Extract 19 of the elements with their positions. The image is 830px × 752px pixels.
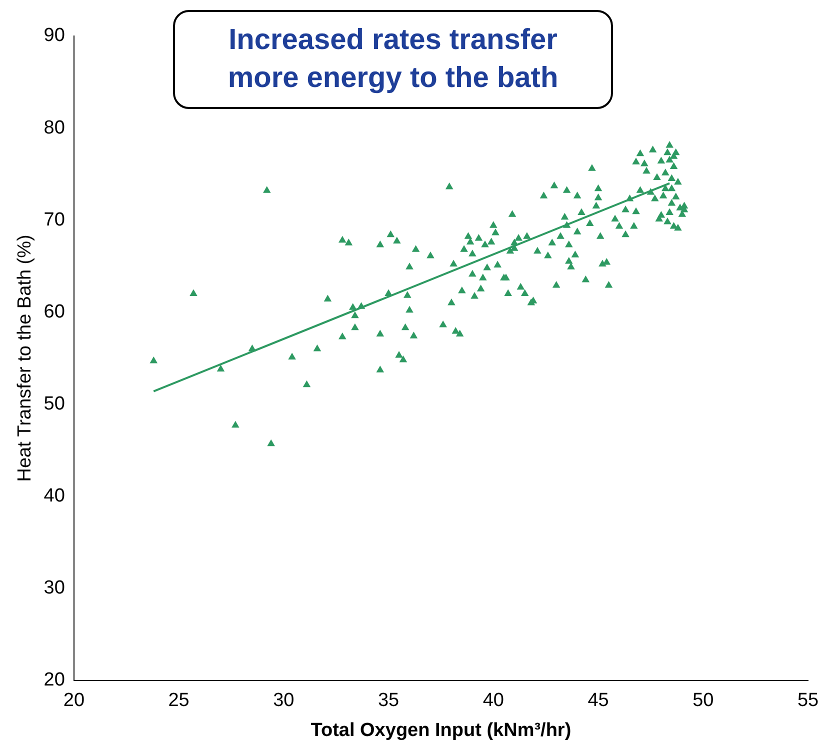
y-tick-label: 90 [44,25,65,46]
x-tick-label: 25 [168,690,190,712]
x-tick-label: 50 [692,690,714,712]
x-tick-label: 35 [378,690,400,712]
x-tick-label: 45 [588,690,609,712]
x-axis-title: Total Oxygen Input (kNm³/hr) [310,720,572,741]
y-tick-label: 80 [44,117,65,138]
y-tick-label: 50 [44,393,65,414]
callout-box: Increased rates transfer more energy to the bath [173,10,613,110]
x-tick-label: 30 [273,690,294,712]
x-tick-label: 55 [797,690,819,712]
x-tick-label: 40 [482,690,504,712]
y-tick-label: 60 [44,301,65,322]
x-tick-label: 20 [63,690,85,712]
y-tick-label: 20 [44,670,65,691]
y-axis-title: Heat Transfer to the Bath (%) [14,234,36,482]
y-tick-label: 40 [44,486,65,507]
y-tick-label: 30 [44,578,65,599]
y-tick-label: 70 [44,209,65,230]
